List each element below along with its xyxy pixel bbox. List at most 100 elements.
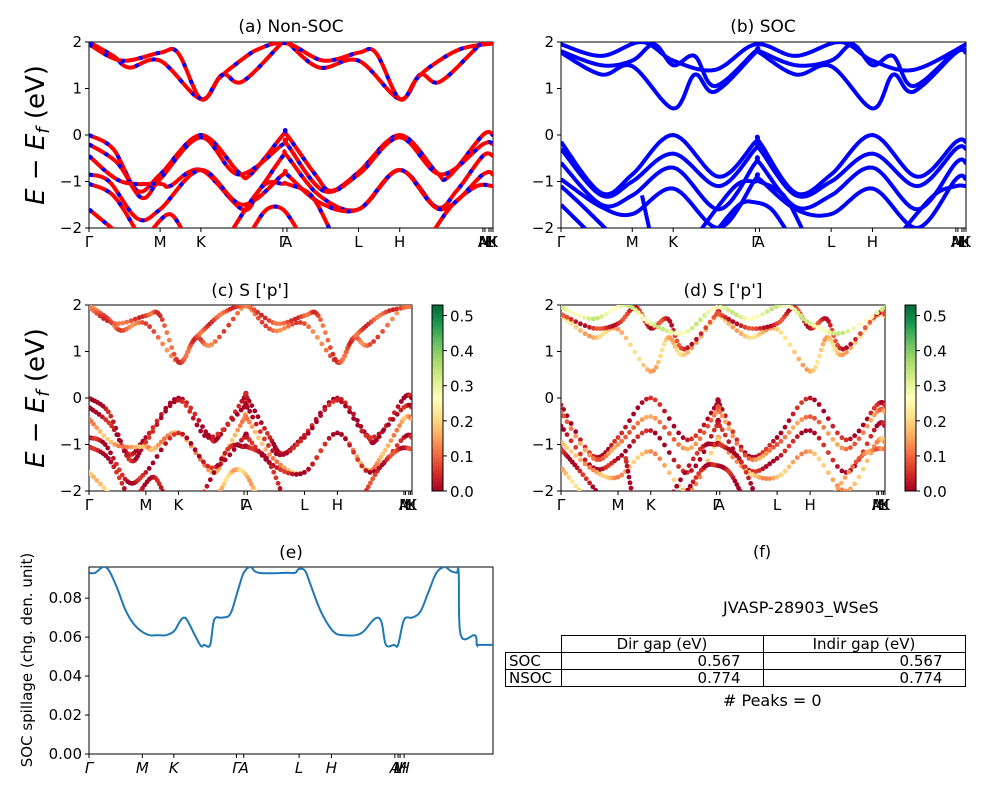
band-point — [706, 309, 711, 315]
band-point — [882, 311, 885, 317]
band-point — [229, 438, 235, 443]
band-point — [318, 448, 324, 453]
band-point — [368, 480, 373, 486]
band-point — [96, 412, 102, 417]
band-line — [561, 42, 966, 89]
band-point — [680, 487, 686, 491]
band-point — [799, 451, 804, 457]
band-point — [631, 425, 636, 430]
band-point — [783, 335, 788, 341]
band-point — [593, 488, 599, 491]
band-point — [108, 450, 113, 456]
band-point — [864, 458, 870, 464]
band-point — [227, 452, 233, 458]
x-tick-label: H — [485, 233, 496, 251]
x-tick-label: K — [668, 233, 679, 251]
band-point — [730, 310, 735, 315]
band-point — [639, 451, 645, 457]
band-point — [262, 436, 267, 442]
band-point — [367, 470, 373, 475]
band-point — [315, 313, 321, 319]
band-point — [143, 439, 149, 445]
band-point — [693, 463, 699, 469]
band-point — [164, 330, 170, 335]
band-point — [774, 326, 780, 332]
band-point — [577, 468, 583, 474]
x-tick-label: L — [394, 759, 402, 777]
band-point — [734, 437, 740, 443]
band-point — [685, 328, 691, 334]
x-tick-label: L — [827, 233, 836, 251]
colorbar-tick-label: 0.0 — [450, 483, 474, 501]
band-point — [606, 451, 611, 456]
band-point — [813, 364, 818, 370]
band-point — [394, 443, 400, 448]
band-point — [848, 341, 854, 347]
band-point — [871, 405, 877, 411]
band-point — [265, 431, 270, 436]
band-point — [270, 320, 276, 325]
x-tick-label: Γ — [279, 233, 288, 251]
y-tick-label: 0 — [72, 389, 82, 407]
band-point — [746, 335, 752, 340]
table-cell: 0.774 — [560, 669, 764, 687]
band-point — [254, 491, 259, 496]
band-point — [701, 422, 707, 428]
band-point — [786, 418, 792, 424]
band-point — [690, 456, 696, 462]
x-tick-label: H — [805, 496, 816, 514]
x-tick-label: A — [399, 496, 410, 514]
band-point — [289, 321, 295, 327]
band-point — [183, 353, 189, 359]
row-label: SOC — [505, 652, 562, 670]
y-tick-label: −2 — [60, 219, 82, 237]
band-point — [263, 323, 269, 329]
band-point — [568, 421, 574, 426]
band-point — [581, 490, 583, 491]
band-point — [282, 325, 287, 331]
band-point — [652, 415, 658, 421]
band-point — [636, 356, 642, 362]
band-point — [164, 347, 170, 353]
band-point — [120, 444, 126, 450]
band-point — [662, 408, 667, 414]
y-tick-label: 0 — [72, 126, 82, 144]
band-point — [107, 491, 112, 496]
band-point — [794, 455, 800, 460]
band-point — [676, 442, 681, 447]
y-tick-label: −1 — [532, 436, 554, 454]
band-line — [89, 42, 493, 102]
band-line — [251, 204, 299, 228]
x-tick-label: Γ — [232, 759, 242, 777]
band-point — [266, 443, 271, 448]
colorbar-tick-label: 0.3 — [923, 378, 947, 396]
band-point — [91, 474, 96, 480]
band-point — [330, 399, 336, 404]
band-point — [612, 458, 617, 464]
band-point — [394, 427, 400, 433]
band-point — [169, 345, 175, 350]
band-point — [154, 418, 160, 424]
band-point — [109, 423, 114, 429]
band-point — [255, 493, 260, 498]
colorbar-tick-label: 0.1 — [923, 448, 947, 466]
band-point — [811, 323, 817, 328]
band-point — [652, 397, 658, 403]
band-point — [578, 328, 583, 333]
band-point — [796, 356, 802, 362]
band-point — [211, 470, 217, 475]
band-point — [607, 309, 613, 314]
band-point — [767, 476, 773, 481]
y-tick-label: −2 — [60, 482, 82, 500]
band-point — [658, 353, 663, 359]
band-point — [708, 450, 714, 456]
band-point — [635, 405, 641, 411]
band-point — [257, 429, 263, 434]
band-point — [289, 471, 295, 477]
band-point — [862, 325, 868, 331]
band-point — [671, 423, 677, 429]
band-point — [391, 432, 397, 438]
band-point — [722, 314, 728, 320]
band-point — [339, 432, 344, 437]
band-point — [746, 316, 752, 322]
